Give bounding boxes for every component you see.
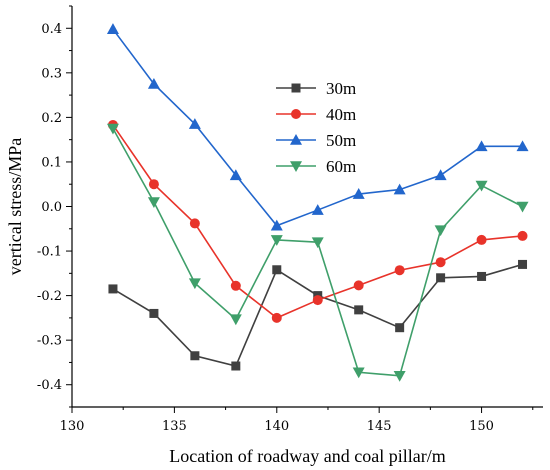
legend-item-40m: 40m bbox=[276, 105, 356, 124]
series-line bbox=[112, 128, 523, 377]
legend-item-30m: 30m bbox=[276, 79, 356, 98]
x-tick-label: 145 bbox=[367, 419, 392, 434]
x-axis-title: Location of roadway and coal pillar/m bbox=[169, 446, 445, 466]
data-point bbox=[434, 225, 447, 237]
series-layer bbox=[106, 23, 529, 382]
data-point bbox=[106, 123, 119, 135]
data-point bbox=[393, 183, 406, 195]
axes bbox=[71, 6, 543, 408]
series-line bbox=[112, 28, 523, 227]
data-point bbox=[517, 230, 528, 241]
x-tick-label: 150 bbox=[469, 419, 494, 434]
data-point bbox=[352, 367, 365, 379]
data-point bbox=[352, 188, 365, 199]
data-point bbox=[147, 197, 160, 209]
x-tick-label: 130 bbox=[60, 419, 85, 434]
data-point bbox=[476, 234, 487, 245]
legend: 30m 40m 50m 60m bbox=[276, 79, 356, 176]
data-point bbox=[229, 169, 242, 181]
y-tick-label: -0.4 bbox=[37, 378, 62, 393]
data-point bbox=[272, 265, 282, 275]
legend-label: 30m bbox=[326, 79, 356, 98]
data-point bbox=[290, 161, 302, 172]
legend-item-50m: 50m bbox=[276, 131, 356, 150]
data-point bbox=[312, 295, 323, 306]
data-point bbox=[394, 265, 405, 276]
x-tick-label: 140 bbox=[264, 419, 289, 434]
data-point bbox=[477, 271, 487, 281]
data-point bbox=[188, 118, 201, 129]
y-tick-label: -0.2 bbox=[37, 289, 62, 304]
data-point bbox=[231, 361, 241, 371]
data-point bbox=[354, 305, 364, 315]
series-line bbox=[112, 124, 523, 319]
data-point bbox=[271, 312, 282, 323]
y-tick-label: -0.3 bbox=[37, 334, 62, 349]
series-50m bbox=[106, 23, 529, 231]
data-point bbox=[230, 280, 241, 291]
x-tick-label: 135 bbox=[162, 419, 187, 434]
data-point bbox=[188, 278, 201, 290]
legend-label: 40m bbox=[326, 105, 356, 124]
y-tick-label: 0.2 bbox=[41, 111, 62, 126]
legend-label: 50m bbox=[326, 131, 356, 150]
data-point bbox=[290, 134, 302, 145]
y-tick-label: 0.3 bbox=[41, 66, 62, 81]
data-point bbox=[291, 109, 301, 119]
data-point bbox=[311, 204, 324, 215]
data-point bbox=[149, 308, 159, 318]
data-point bbox=[108, 284, 118, 294]
data-point bbox=[516, 140, 529, 152]
series-30m bbox=[108, 259, 528, 371]
data-point bbox=[147, 77, 160, 89]
data-point bbox=[311, 237, 324, 249]
data-point bbox=[270, 219, 283, 231]
data-point bbox=[518, 259, 528, 269]
data-point bbox=[270, 235, 283, 246]
data-point bbox=[434, 169, 447, 181]
data-point bbox=[229, 314, 242, 326]
y-tick-label: 0.1 bbox=[41, 155, 62, 170]
data-point bbox=[436, 273, 446, 283]
legend-label: 60m bbox=[326, 157, 356, 176]
series-60m bbox=[106, 123, 529, 382]
y-tick-label: 0.4 bbox=[41, 22, 62, 37]
ticks: 130 135 140 145 150 -0.4 -0.3 -0.2 -0.1 0.0 0.1 0.2… bbox=[37, 5, 534, 434]
data-point bbox=[291, 83, 301, 93]
data-point bbox=[395, 323, 405, 333]
data-point bbox=[393, 371, 406, 382]
data-point bbox=[435, 257, 446, 268]
legend-item-60m: 60m bbox=[276, 157, 356, 176]
data-point bbox=[516, 201, 529, 213]
data-point bbox=[475, 140, 488, 152]
data-point bbox=[189, 218, 200, 229]
data-point bbox=[106, 23, 119, 34]
y-axis-title: vertical stress/MPa bbox=[5, 138, 25, 275]
y-tick-label: -0.1 bbox=[37, 245, 62, 260]
data-point bbox=[353, 280, 364, 291]
data-point bbox=[475, 180, 488, 192]
y-tick-label: 0.0 bbox=[41, 200, 62, 215]
data-point bbox=[148, 179, 159, 190]
data-point bbox=[190, 351, 200, 361]
series-line bbox=[112, 263, 523, 367]
